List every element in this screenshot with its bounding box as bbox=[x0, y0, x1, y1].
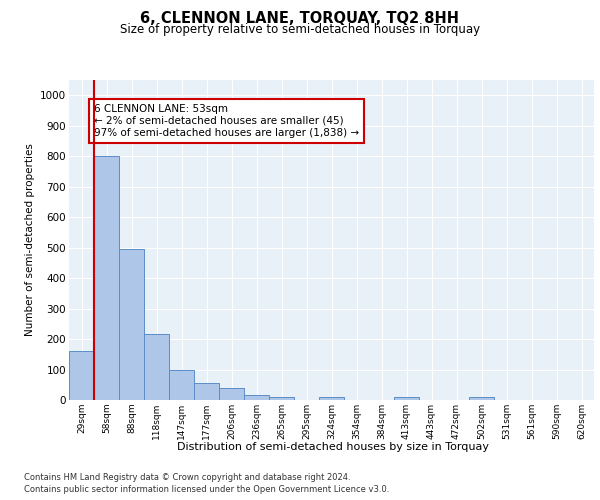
Bar bbox=[469, 397, 494, 400]
Text: Distribution of semi-detached houses by size in Torquay: Distribution of semi-detached houses by … bbox=[177, 442, 489, 452]
Bar bbox=[244, 394, 269, 400]
Text: 6, CLENNON LANE, TORQUAY, TQ2 8HH: 6, CLENNON LANE, TORQUAY, TQ2 8HH bbox=[140, 11, 460, 26]
Bar bbox=[194, 383, 219, 400]
Bar bbox=[394, 397, 419, 400]
Text: 6 CLENNON LANE: 53sqm
← 2% of semi-detached houses are smaller (45)
97% of semi-: 6 CLENNON LANE: 53sqm ← 2% of semi-detac… bbox=[94, 104, 359, 138]
Text: Contains public sector information licensed under the Open Government Licence v3: Contains public sector information licen… bbox=[24, 485, 389, 494]
Y-axis label: Number of semi-detached properties: Number of semi-detached properties bbox=[25, 144, 35, 336]
Bar bbox=[144, 334, 169, 400]
Bar bbox=[169, 370, 194, 400]
Text: Size of property relative to semi-detached houses in Torquay: Size of property relative to semi-detach… bbox=[120, 22, 480, 36]
Bar bbox=[94, 156, 119, 400]
Bar bbox=[219, 388, 244, 400]
Bar bbox=[119, 249, 144, 400]
Bar bbox=[269, 397, 294, 400]
Text: Contains HM Land Registry data © Crown copyright and database right 2024.: Contains HM Land Registry data © Crown c… bbox=[24, 472, 350, 482]
Bar bbox=[319, 397, 344, 400]
Bar bbox=[69, 351, 94, 400]
